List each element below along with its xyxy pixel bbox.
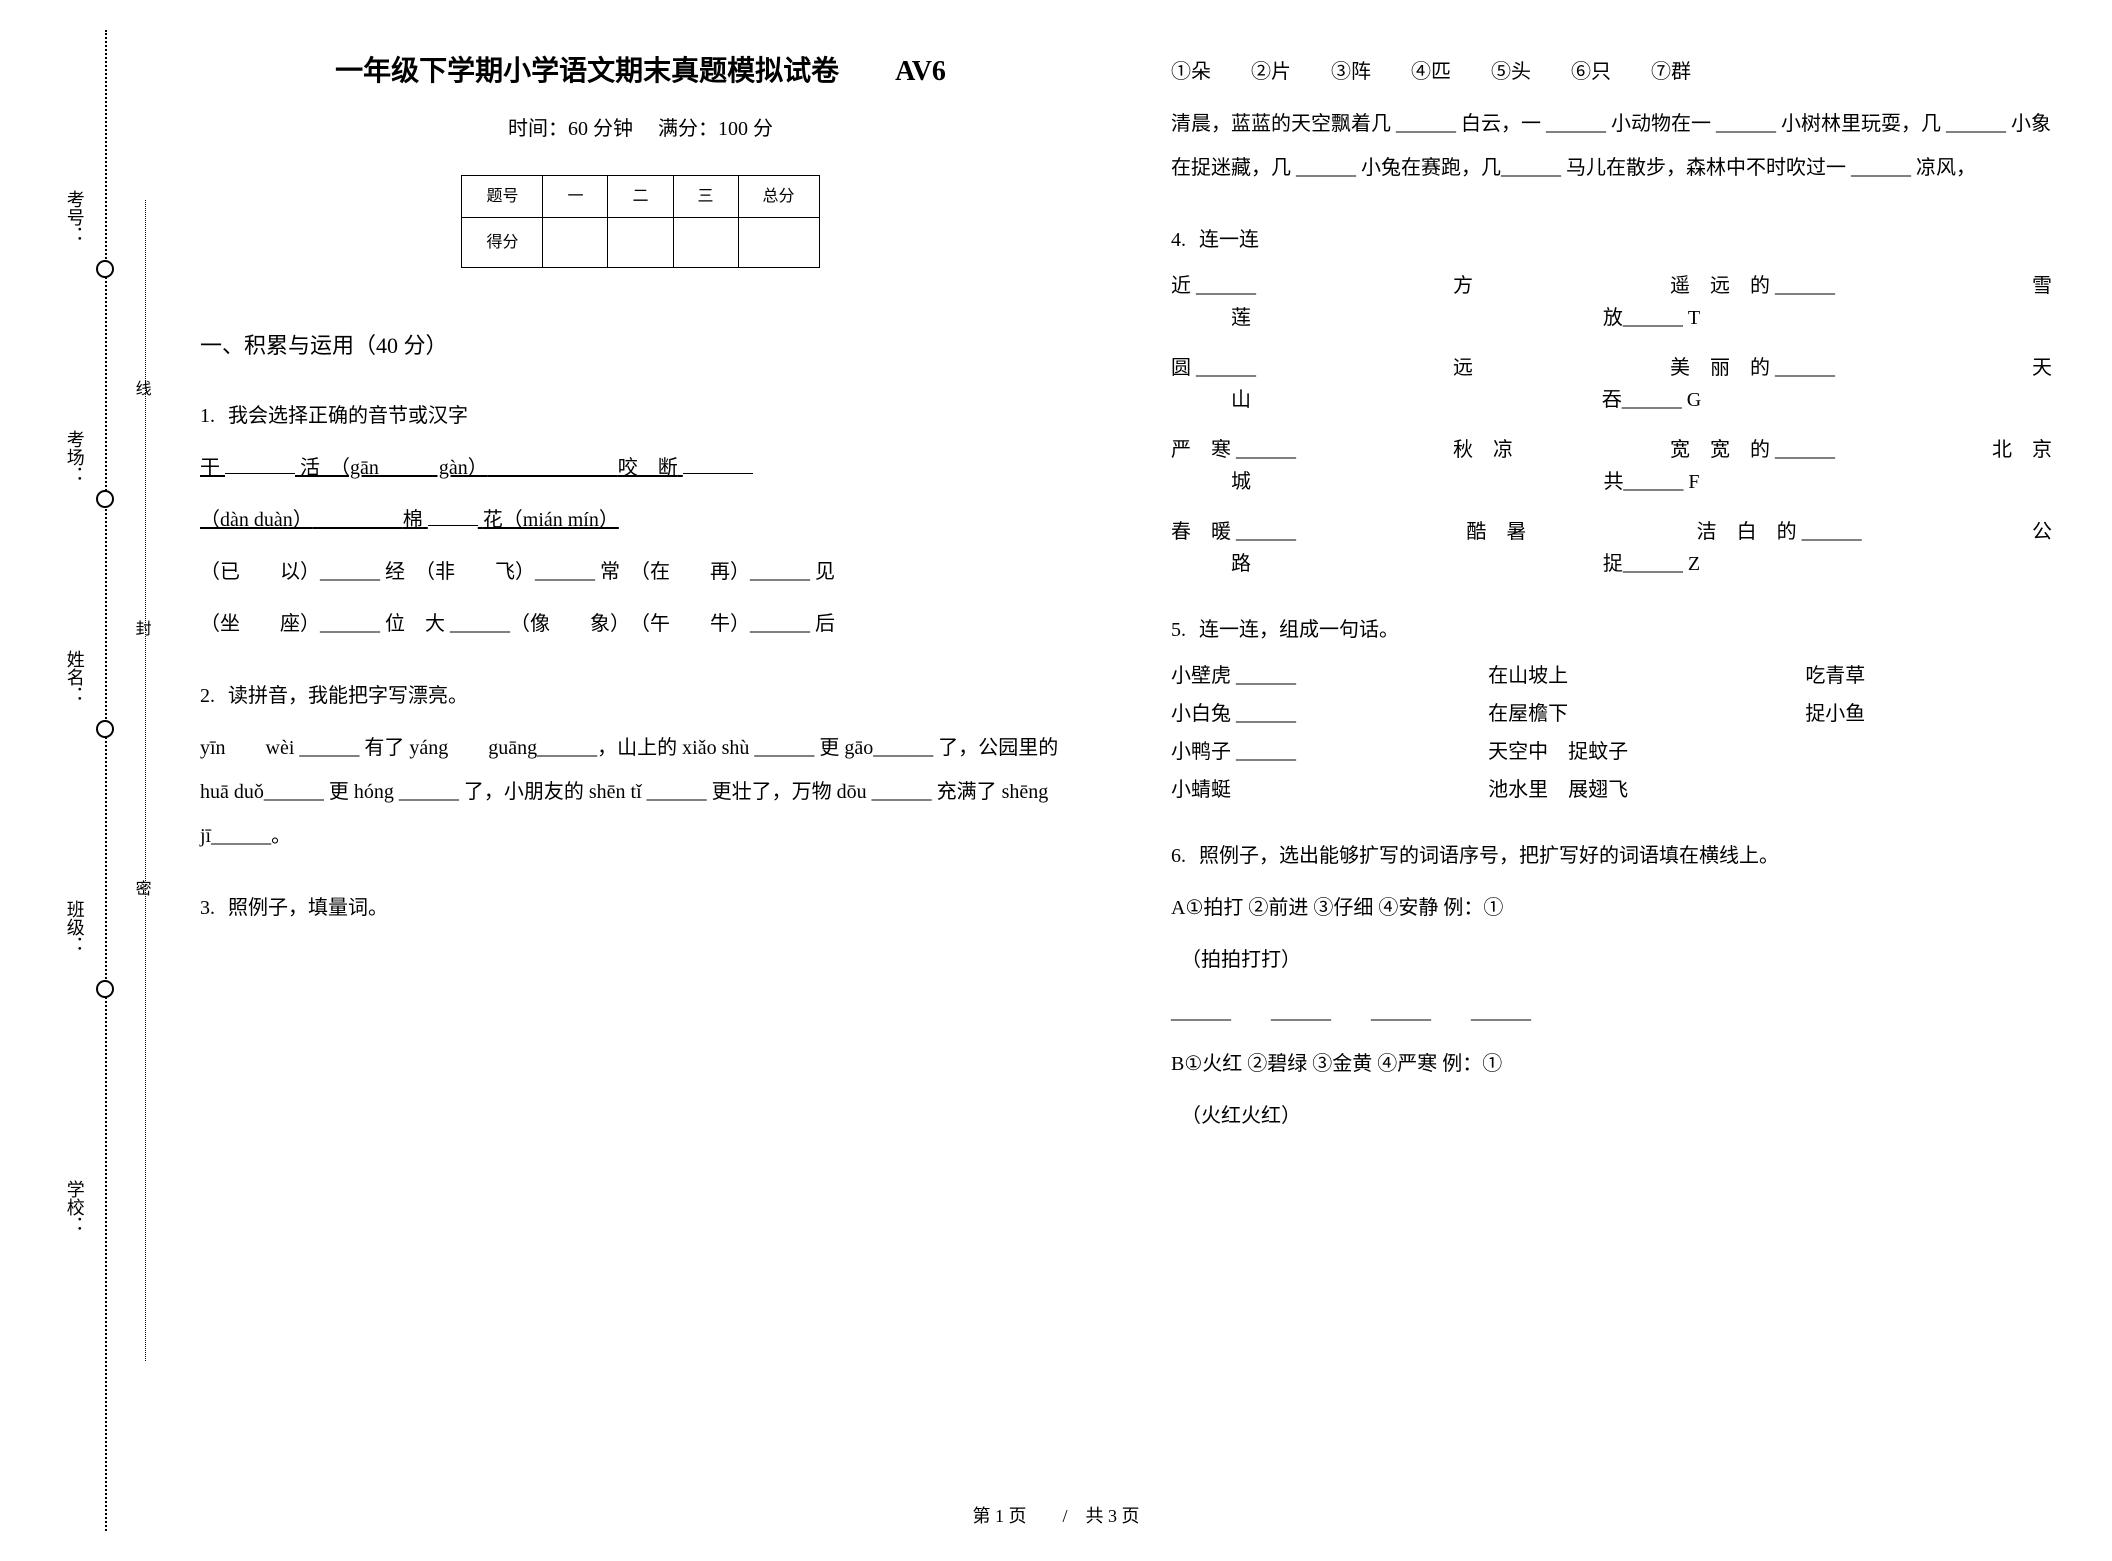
q5-row: 小鸭子 ______天空中 捉蚊子 <box>1171 736 2052 768</box>
binding-circle <box>96 490 114 508</box>
q5-row: 小壁虎 ______在山坡上吃青草 <box>1171 660 2052 692</box>
binding-circle <box>96 260 114 278</box>
fill-blank[interactable] <box>225 454 295 474</box>
td-1 <box>543 218 608 268</box>
seal-label-feng: 封 <box>128 620 154 636</box>
q6-title: 照例子，选出能够扩写的词语序号，把扩写好的词语填在横线上。 <box>1199 845 1779 867</box>
section-1-title: 一、积累与运用（40 分） <box>200 328 1081 363</box>
page-footer: 第 1 页 / 共 3 页 <box>0 1502 2112 1531</box>
th-3: 三 <box>673 175 738 218</box>
q1-title: 我会选择正确的音节或汉字 <box>228 405 468 427</box>
q1-line2: （dàn duàn） 棉 花（mián mín） <box>200 498 1081 542</box>
q2-body: yīn wèi ______ 有了 yáng guāng______，山上的 x… <box>200 726 1081 858</box>
q6-partA-blanks: ______ ______ ______ ______ <box>1171 990 2052 1034</box>
question-2: 2. 读拼音，我能把字写漂亮。 yīn wèi ______ 有了 yáng g… <box>200 674 1081 858</box>
q5-row: 小白兔 ______在屋檐下捉小鱼 <box>1171 698 2052 730</box>
left-column: 一年级下学期小学语文期末真题模拟试卷 AV6 时间：60 分钟 满分：100 分… <box>180 50 1101 1166</box>
q1-line1: 干 活 （gān gàn） 咬 断 <box>200 446 1081 490</box>
td-total <box>738 218 819 268</box>
q5-row: 小蜻蜓池水里 展翅飞 <box>1171 774 2052 806</box>
question-5: 5. 连一连，组成一句话。 小壁虎 ______在山坡上吃青草小白兔 _____… <box>1171 608 2052 806</box>
q1-line3: （已 以）______ 经 （非 飞）______ 常 （在 再）______ … <box>200 550 1081 594</box>
binding-label-room: 考场： <box>60 430 89 484</box>
td-label: 得分 <box>462 218 543 268</box>
q1-line4: （坐 座）______ 位 大 ______（像 象） （午 牛）______ … <box>200 602 1081 646</box>
binding-label-school: 学校： <box>60 1180 89 1234</box>
q3-title: 照例子，填量词。 <box>228 897 388 919</box>
q3-num: 3. <box>200 897 215 919</box>
q6-partA-title: A①拍打 ②前进 ③仔细 ④安静 例：① <box>1171 886 2052 930</box>
binding-label-name: 姓名： <box>60 650 89 704</box>
q4-block: 圆 ______远美 丽 的 ______天山吞______ G <box>1171 352 2052 416</box>
q2-num: 2. <box>200 685 215 707</box>
q3-options: ①朵 ②片 ③阵 ④匹 ⑤头 ⑥只 ⑦群 <box>1171 50 2052 94</box>
binding-label-class: 班级： <box>60 900 89 954</box>
exam-title: 一年级下学期小学语文期末真题模拟试卷 AV6 <box>200 50 1081 95</box>
q4-block: 近 ______方遥 远 的 ______雪莲放______ T <box>1171 270 2052 334</box>
q3-para: 清晨，蓝蓝的天空飘着几 ______ 白云，一 ______ 小动物在一 ___… <box>1171 102 2052 190</box>
question-3-header: 3. 照例子，填量词。 <box>200 886 1081 930</box>
q4-block: 春 暖 ______酷 暑洁 白 的 ______公路捉______ Z <box>1171 516 2052 580</box>
right-column: ①朵 ②片 ③阵 ④匹 ⑤头 ⑥只 ⑦群 清晨，蓝蓝的天空飘着几 ______ … <box>1151 50 2072 1166</box>
q5-title: 连一连，组成一句话。 <box>1199 619 1399 641</box>
table-row-score: 得分 <box>462 218 819 268</box>
exam-subtitle: 时间：60 分钟 满分：100 分 <box>200 113 1081 145</box>
binding-circle <box>96 720 114 738</box>
q6-partB-title: B①火红 ②碧绿 ③金黄 ④严寒 例：① <box>1171 1042 2052 1086</box>
th-label: 题号 <box>462 175 543 218</box>
q6-partA-example: （拍拍打打） <box>1171 938 2052 982</box>
score-table: 题号 一 二 三 总分 得分 <box>461 175 819 269</box>
q6-partB-example: （火红火红） <box>1171 1094 2052 1138</box>
table-row-header: 题号 一 二 三 总分 <box>462 175 819 218</box>
q6-num: 6. <box>1171 845 1186 867</box>
seal-label-line: 线 <box>128 380 154 396</box>
q4-block: 严 寒 ______秋 凉宽 宽 的 ______北 京城共______ F <box>1171 434 2052 498</box>
q4-title: 连一连 <box>1199 229 1259 251</box>
seal-dotted-line <box>145 200 146 1361</box>
seal-label-mi: 密 <box>128 880 154 896</box>
question-3-body: ①朵 ②片 ③阵 ④匹 ⑤头 ⑥只 ⑦群 清晨，蓝蓝的天空飘着几 ______ … <box>1171 50 2052 190</box>
fill-blank[interactable] <box>683 454 753 474</box>
q1-num: 1. <box>200 405 215 427</box>
th-total: 总分 <box>738 175 819 218</box>
q5-num: 5. <box>1171 619 1186 641</box>
question-4: 4. 连一连 近 ______方遥 远 的 ______雪莲放______ T 圆… <box>1171 218 2052 580</box>
page-content: 一年级下学期小学语文期末真题模拟试卷 AV6 时间：60 分钟 满分：100 分… <box>180 50 2072 1166</box>
th-2: 二 <box>608 175 673 218</box>
binding-dotted-line <box>105 30 107 1531</box>
q4-num: 4. <box>1171 229 1186 251</box>
td-2 <box>608 218 673 268</box>
question-6: 6. 照例子，选出能够扩写的词语序号，把扩写好的词语填在横线上。 A①拍打 ②前… <box>1171 834 2052 1138</box>
question-1: 1. 我会选择正确的音节或汉字 干 活 （gān gàn） 咬 断 （dàn d… <box>200 394 1081 646</box>
binding-circle <box>96 980 114 998</box>
binding-label-exam-id: 考号： <box>60 190 89 244</box>
fill-blank[interactable] <box>428 506 478 526</box>
q2-title: 读拼音，我能把字写漂亮。 <box>228 685 468 707</box>
th-1: 一 <box>543 175 608 218</box>
td-3 <box>673 218 738 268</box>
